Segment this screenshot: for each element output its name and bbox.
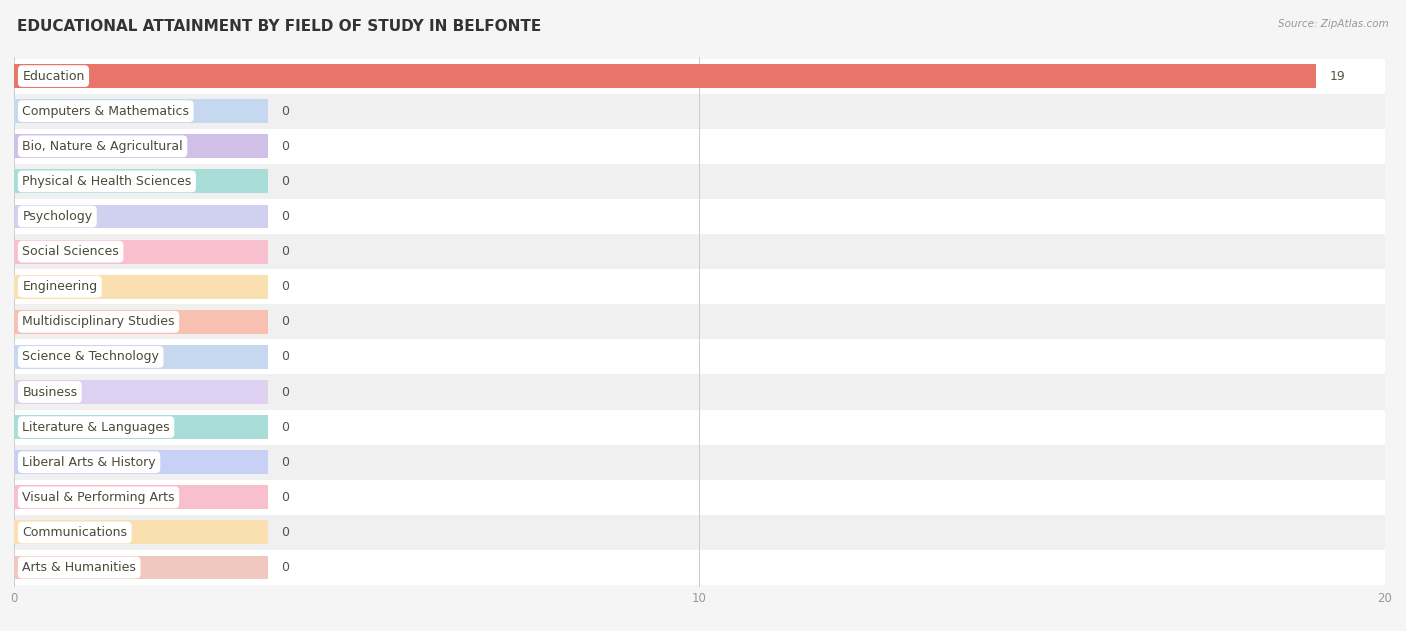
- Bar: [14, 415, 267, 439]
- Text: Communications: Communications: [22, 526, 128, 539]
- Text: Science & Technology: Science & Technology: [22, 350, 159, 363]
- Bar: [14, 445, 1385, 480]
- Bar: [14, 129, 1385, 164]
- Bar: [14, 234, 1385, 269]
- Text: Business: Business: [22, 386, 77, 399]
- Text: 0: 0: [281, 175, 290, 188]
- Text: Social Sciences: Social Sciences: [22, 245, 120, 258]
- Text: Visual & Performing Arts: Visual & Performing Arts: [22, 491, 174, 504]
- Text: Literature & Languages: Literature & Languages: [22, 421, 170, 433]
- Text: 0: 0: [281, 421, 290, 433]
- Bar: [14, 380, 267, 404]
- Text: Multidisciplinary Studies: Multidisciplinary Studies: [22, 316, 174, 328]
- Bar: [14, 515, 1385, 550]
- Text: 0: 0: [281, 140, 290, 153]
- Bar: [14, 64, 1316, 88]
- Text: 0: 0: [281, 561, 290, 574]
- Bar: [14, 521, 267, 545]
- Bar: [14, 134, 267, 158]
- Text: 19: 19: [1330, 69, 1346, 83]
- Bar: [14, 93, 1385, 129]
- Text: 0: 0: [281, 456, 290, 469]
- Text: Source: ZipAtlas.com: Source: ZipAtlas.com: [1278, 19, 1389, 29]
- Bar: [14, 451, 267, 474]
- Text: 0: 0: [281, 350, 290, 363]
- Text: Arts & Humanities: Arts & Humanities: [22, 561, 136, 574]
- Bar: [14, 480, 1385, 515]
- Text: Liberal Arts & History: Liberal Arts & History: [22, 456, 156, 469]
- Bar: [14, 170, 267, 193]
- Bar: [14, 345, 267, 369]
- Bar: [14, 274, 267, 298]
- Text: Psychology: Psychology: [22, 210, 93, 223]
- Text: 0: 0: [281, 105, 290, 118]
- Text: 0: 0: [281, 245, 290, 258]
- Text: 0: 0: [281, 386, 290, 399]
- Text: 0: 0: [281, 316, 290, 328]
- Text: 0: 0: [281, 210, 290, 223]
- Text: 0: 0: [281, 526, 290, 539]
- Bar: [14, 310, 267, 334]
- Bar: [14, 164, 1385, 199]
- Bar: [14, 485, 267, 509]
- Text: Education: Education: [22, 69, 84, 83]
- Bar: [14, 304, 1385, 339]
- Bar: [14, 555, 267, 579]
- Bar: [14, 269, 1385, 304]
- Text: Computers & Mathematics: Computers & Mathematics: [22, 105, 190, 118]
- Bar: [14, 240, 267, 264]
- Bar: [14, 374, 1385, 410]
- Text: Physical & Health Sciences: Physical & Health Sciences: [22, 175, 191, 188]
- Bar: [14, 204, 267, 228]
- Text: Bio, Nature & Agricultural: Bio, Nature & Agricultural: [22, 140, 183, 153]
- Bar: [14, 550, 1385, 585]
- Text: 0: 0: [281, 491, 290, 504]
- Bar: [14, 410, 1385, 445]
- Bar: [14, 64, 1316, 88]
- Bar: [14, 199, 1385, 234]
- Bar: [14, 99, 267, 123]
- Bar: [14, 59, 1385, 93]
- Text: Engineering: Engineering: [22, 280, 97, 293]
- Text: EDUCATIONAL ATTAINMENT BY FIELD OF STUDY IN BELFONTE: EDUCATIONAL ATTAINMENT BY FIELD OF STUDY…: [17, 19, 541, 34]
- Text: 0: 0: [281, 280, 290, 293]
- Bar: [14, 339, 1385, 374]
